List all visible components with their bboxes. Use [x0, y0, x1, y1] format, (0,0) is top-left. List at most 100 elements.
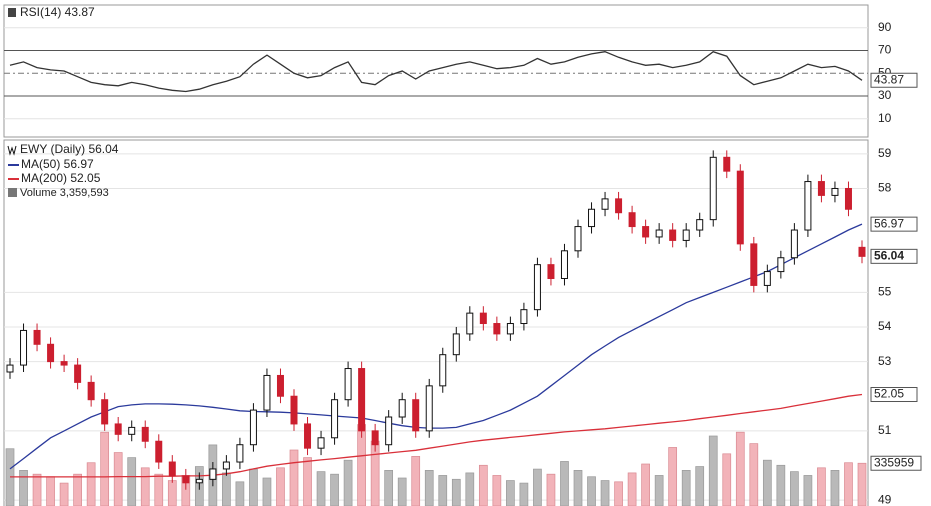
volume [5, 424, 867, 506]
candle-body [168, 461, 176, 477]
candle-body [466, 312, 474, 335]
volume-bar [506, 480, 515, 506]
labels: 103050709043.874951535455585933595956.97… [870, 20, 922, 506]
volume-bar [722, 453, 732, 506]
volume-bar [844, 462, 853, 506]
volume-bar [316, 471, 326, 506]
volume-bar [790, 471, 799, 506]
volume-bar [817, 467, 826, 506]
candle-body [87, 381, 95, 401]
close-value-tag: 56.04 [874, 249, 904, 263]
volume-bar [600, 480, 610, 506]
rsi-value-tag-box [870, 72, 918, 88]
volume-bar [641, 463, 650, 506]
rsi-icon [8, 8, 16, 17]
candle-body [209, 468, 217, 480]
candle-body [790, 229, 798, 259]
volume-tag: 335959 [874, 455, 914, 469]
legend: RSI(14) 43.87 EWY (Daily) 56.04 MA(50) 5… [7, 5, 119, 199]
y-tick-label: 59 [878, 146, 892, 160]
candle-body [452, 333, 460, 356]
volume-bar [235, 481, 245, 506]
candle-body [817, 181, 825, 196]
candle-body [47, 343, 55, 363]
candle-body [669, 229, 677, 241]
ma-value-tag-box [870, 387, 918, 403]
y-tick-label: 54 [878, 319, 892, 333]
volume-bar [560, 461, 569, 506]
rsi-line [9, 50, 863, 93]
volume-bar [113, 452, 123, 506]
rsi-legend: RSI(14) 43.87 [20, 5, 95, 19]
volume-bar [330, 473, 339, 506]
volume-bar [627, 472, 637, 506]
volume-bar [857, 462, 867, 506]
candle-body [317, 437, 325, 449]
volume-bar [519, 482, 529, 506]
volume-bar [289, 449, 299, 506]
volume-bar [59, 482, 69, 506]
volume-bar [397, 477, 407, 506]
candle-body [763, 271, 771, 286]
volume-bar [451, 478, 461, 506]
volume-bar [465, 472, 475, 506]
volume-bar [708, 435, 718, 506]
candle-body [655, 229, 663, 238]
candle-body [628, 212, 636, 228]
volume-bar [546, 473, 556, 506]
volume-bar [276, 467, 285, 506]
volume-bar [32, 473, 42, 506]
candle-body [6, 364, 14, 373]
volume-bar [424, 470, 434, 506]
volume-bar [140, 467, 150, 506]
volume-bar [654, 475, 664, 506]
volume-bar [411, 456, 421, 506]
ma-value-tag-box [870, 216, 918, 232]
price-panel [3, 139, 869, 506]
volume-bar [46, 476, 55, 506]
candle-body [588, 208, 596, 228]
candle-body [304, 423, 312, 449]
candle-body [101, 399, 109, 425]
candle-body [398, 399, 406, 418]
volume-bar [343, 459, 353, 506]
candle-body [547, 264, 555, 280]
volume-bar [668, 447, 678, 506]
candle-body [506, 323, 514, 335]
volume-bar [73, 473, 82, 506]
candle-body [33, 329, 41, 345]
close-value-tag-box [870, 248, 918, 264]
candle-body [750, 243, 758, 286]
candle-body [520, 309, 528, 325]
candle-body [60, 361, 68, 366]
candle-body [736, 170, 744, 245]
y-tick-label: 70 [878, 43, 892, 57]
candle-body [709, 156, 717, 221]
candle-body [493, 323, 501, 335]
volume-bar [803, 475, 813, 506]
volume-icon [8, 188, 17, 197]
price-icon [7, 145, 17, 156]
candle-body [276, 374, 284, 397]
volume-bar [533, 468, 542, 506]
moving-average [9, 223, 863, 470]
volume-bar [154, 473, 164, 506]
candle-body [222, 461, 230, 470]
grid [4, 27, 868, 501]
candle-body [425, 385, 433, 432]
candle-body [858, 246, 866, 257]
y-tick-label: 53 [878, 354, 892, 368]
candle-body [182, 475, 190, 484]
volume-bar [127, 457, 137, 506]
volume-bar [762, 459, 772, 506]
volume-bar [478, 464, 488, 506]
candle-body [682, 229, 690, 241]
candle-body [195, 478, 203, 484]
candle-body [290, 395, 298, 425]
lines [9, 50, 863, 478]
volume-bar [681, 470, 691, 506]
y-tick-label: 49 [878, 492, 892, 506]
ma-value-tag: 56.97 [874, 216, 904, 230]
